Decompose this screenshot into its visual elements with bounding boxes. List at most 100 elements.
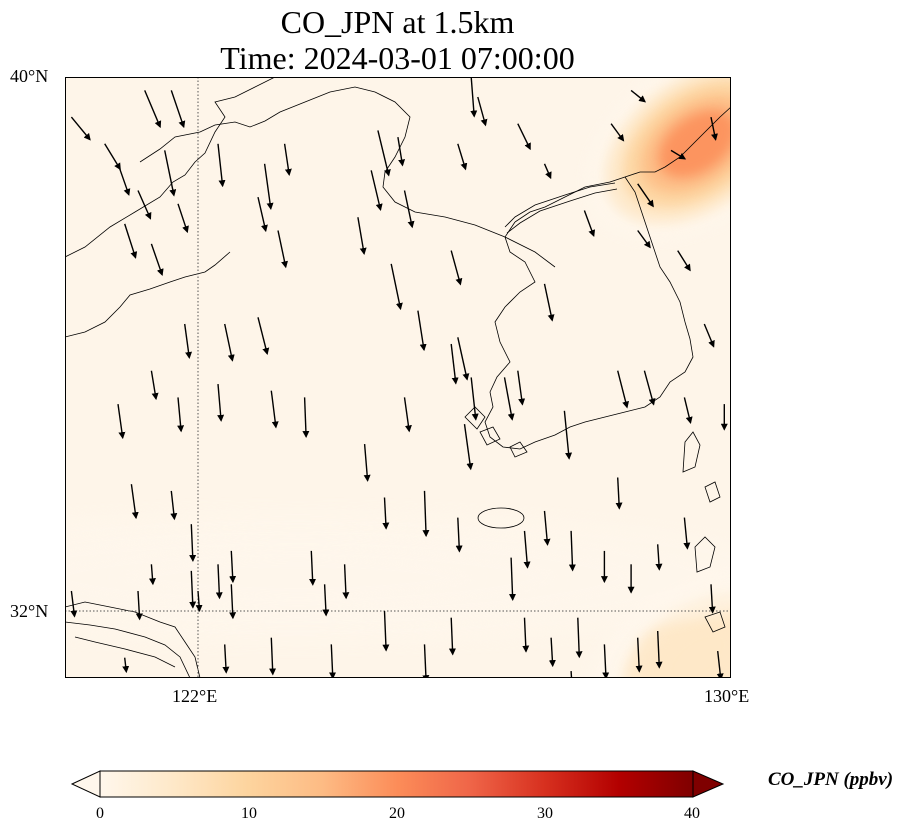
wind-arrow [124,223,138,259]
wind-arrow [602,644,610,678]
lat-label-32n: 32°N [10,601,49,621]
wind-arrow [463,424,474,471]
wind-arrow [677,250,691,272]
wind-arrow [269,637,277,676]
wind-arrow [470,77,478,118]
coastline-liaodong [65,77,276,258]
wind-arrow [508,557,516,601]
wind-arrow [148,564,156,586]
wind-arrow [655,544,663,571]
wind-arrow [630,89,646,103]
wind-arrow [104,143,121,171]
wind-arrow [170,90,186,129]
wind-arrow [363,444,371,482]
wind-arrow [610,123,625,142]
wind-arrow [397,136,406,167]
island-kyushu-2 [694,536,716,573]
colorbar-tick-30: 30 [537,805,553,822]
colorbar-tick-40: 40 [684,805,700,822]
island-sw-1 [509,441,528,458]
wind-arrow [390,263,403,311]
wind-arrow [229,550,237,584]
wind-arrow [177,397,185,433]
wind-arrow [229,584,237,620]
wind-arrow [217,143,226,188]
coastline-shandong [65,251,231,338]
map-subtitle-time: Time: 2024-03-01 07:00:00 [220,40,575,76]
colorbar-tick-0: 0 [96,805,104,822]
wind-arrow [563,410,573,460]
wind-arrow [224,323,235,362]
wind-arrow [222,644,230,674]
wind-arrow [643,370,656,406]
lon-label-122e: 122°E [172,686,218,706]
island-west-2 [479,426,501,446]
wind-arrow [137,190,152,220]
wind-arrow [277,230,288,269]
map-title: CO_JPN at 1.5km [280,4,515,40]
wind-arrow [710,116,718,141]
wind-arrow [70,590,78,618]
colorbar-label: CO_JPN (ppbv) [768,769,894,790]
wind-arrow [417,310,427,352]
wind-arrow [329,644,337,678]
wind-arrow [270,390,279,429]
wind-arrow [382,497,390,530]
wind-arrow [543,510,551,546]
wind-arrow [302,397,310,438]
co-concentration-field [65,77,731,678]
wind-arrow [189,524,197,562]
wind-arrow [403,397,412,433]
wind-arrow [708,584,716,614]
wind-arrow [170,490,178,521]
map-frame [65,77,731,678]
wind-arrow [522,617,530,653]
co-plume-contour [658,109,731,178]
wind-arrow [523,530,531,569]
wind-arrow [543,283,555,322]
wind-arrow [122,657,130,674]
wind-arrow [683,517,691,550]
coastline-korea-west [514,106,731,223]
colorbar-gradient [99,770,694,798]
wind-arrow [457,337,470,381]
wind-arrow [517,123,531,151]
wind-arrow [184,323,193,359]
coastline-korea-mainland [484,176,694,450]
wind-arrow [164,150,177,197]
coastline-korea-dmz [504,182,616,228]
island-kyushu-1 [704,481,721,503]
wind-arrow [189,570,197,609]
wind-arrow [195,590,203,612]
coastline-korea-dmz-2 [506,188,618,234]
wind-arrow [450,250,463,286]
wind-arrow [448,617,456,656]
wind-arrow [117,163,131,196]
wind-arrow [382,610,390,652]
wind-arrow [215,564,223,600]
wind-arrow [342,564,350,600]
wind-arrow [457,143,468,171]
colorbar-extend-high [692,770,725,798]
wind-arrow [568,530,576,572]
wind-arrow [517,370,526,406]
wind-arrow [144,90,162,129]
wind-arrow [135,590,143,621]
wind-arrow [683,397,693,424]
wind-arrow [322,584,330,617]
wind-arrow [150,243,164,277]
wind-arrow [357,217,367,255]
wind-arrow [117,404,126,440]
wind-arrow [615,477,623,510]
co-plume-contour [117,553,478,602]
coastline-yangtze-shoal [74,636,176,668]
colorbar-extend-low [70,770,101,798]
wind-arrow [130,484,139,520]
wind-arrow [377,130,391,177]
wind-arrow [548,637,556,668]
wind-arrow [575,617,583,659]
coastline-yangtze-inner [65,621,191,678]
wind-arrow [655,630,663,669]
colorbar [70,770,725,798]
wind-arrow [703,323,715,348]
